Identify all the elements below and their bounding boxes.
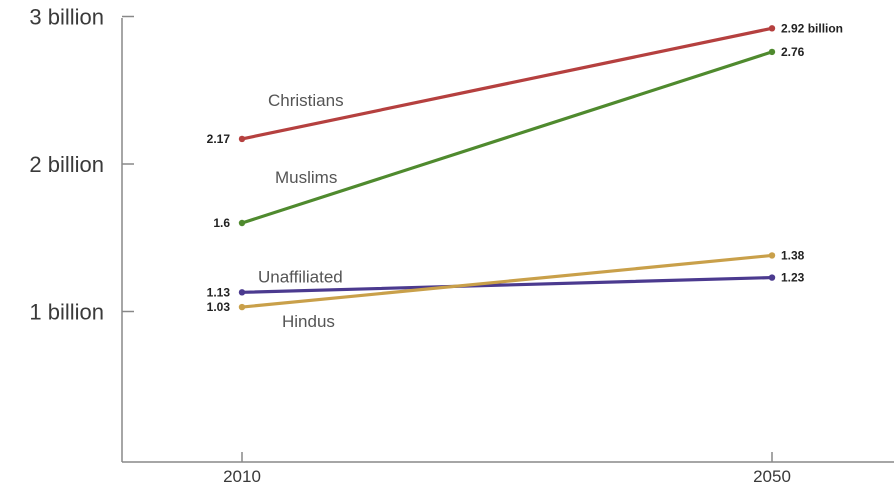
data-point-hindus-2010 (238, 303, 246, 311)
data-point-hindus-2050 (768, 252, 776, 259)
series-name-muslims: Muslims (275, 168, 337, 187)
series-name-hindus: Hindus (282, 312, 335, 331)
series-line-unaffiliated (240, 275, 774, 294)
series-name-unaffiliated: Unaffiliated (258, 267, 343, 286)
data-label-unaffiliated-2050: 1.23 (781, 271, 805, 285)
data-label-unaffiliated-2010: 1.13 (207, 285, 231, 299)
data-point-muslims-2010 (238, 219, 246, 227)
series-name-christians: Christians (268, 91, 344, 110)
data-point-christians-2010 (238, 135, 246, 143)
data-point-christians-2050 (768, 25, 776, 32)
data-label-hindus-2010: 1.03 (207, 300, 231, 314)
y-tick-label-1: 1 billion (29, 300, 104, 325)
y-tick-label-2: 2 billion (29, 152, 104, 177)
data-label-hindus-2050: 1.38 (781, 248, 805, 262)
x-tick-label-2010: 2010 (223, 467, 261, 486)
series-line-muslims (240, 50, 774, 225)
series-line-christians (240, 26, 774, 141)
data-point-unaffiliated-2050 (768, 274, 776, 281)
data-label-christians-2050: 2.92 billion (781, 21, 843, 35)
data-point-muslims-2050 (768, 48, 776, 56)
data-point-unaffiliated-2010 (238, 289, 246, 296)
y-tick-label-3: 3 billion (29, 5, 104, 30)
x-tick-label-2050: 2050 (753, 467, 791, 486)
data-label-christians-2010: 2.17 (207, 132, 231, 146)
series-line-hindus (240, 253, 774, 309)
data-label-muslims-2010: 1.6 (213, 216, 230, 230)
data-label-muslims-2050: 2.76 (781, 45, 805, 59)
